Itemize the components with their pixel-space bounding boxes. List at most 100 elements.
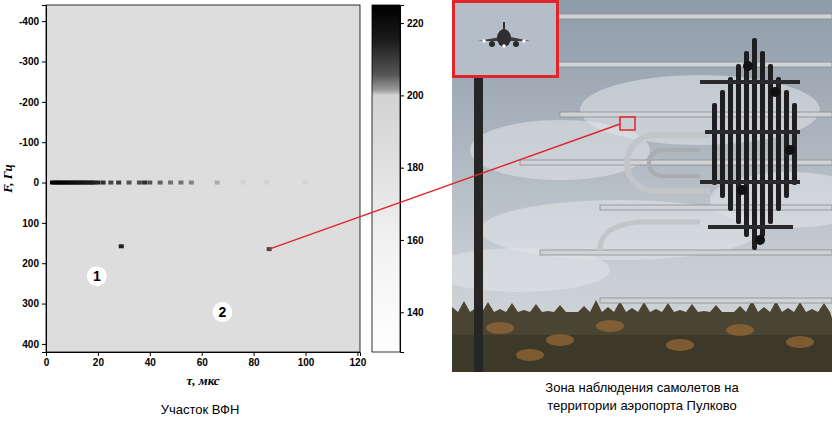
photo-caption: Зона наблюдения самолетов натерритории а… xyxy=(545,380,739,413)
antenna-node xyxy=(737,185,747,195)
antenna-loop xyxy=(627,135,710,191)
foliage xyxy=(726,324,754,336)
map-cell xyxy=(142,181,147,185)
tree-line xyxy=(452,300,832,372)
map-cell xyxy=(101,181,106,185)
map-cell xyxy=(95,181,100,185)
map-background xyxy=(46,5,360,352)
tick-mark xyxy=(400,95,404,96)
tick-mark xyxy=(357,352,358,356)
tick: 100 xyxy=(22,218,46,229)
figure: 020406080100120-400-300-200-100010020030… xyxy=(0,0,832,429)
tick-label: 200 xyxy=(407,90,424,101)
tick-mark xyxy=(42,142,46,143)
map-cell xyxy=(189,181,194,185)
tick: 200 xyxy=(22,258,46,269)
foliage xyxy=(666,339,694,351)
tick: -400 xyxy=(19,16,46,27)
tick: 40 xyxy=(145,352,157,368)
tick-label: 20 xyxy=(93,357,105,368)
antenna-bar xyxy=(560,112,832,117)
y-axis-title: F, Гц xyxy=(0,164,15,194)
map-cell xyxy=(168,181,173,185)
map-cell xyxy=(303,181,308,185)
tick-label: 160 xyxy=(407,235,424,246)
annotation-label: 2 xyxy=(219,304,227,320)
tick-mark xyxy=(306,352,307,356)
photo-caption-line: Зона наблюдения самолетов на xyxy=(545,380,739,395)
tick-mark xyxy=(400,23,404,24)
chart-caption: Участок ВФН xyxy=(161,402,240,417)
map-cell xyxy=(108,181,113,185)
tick-label: 60 xyxy=(197,357,209,368)
tick-label: 40 xyxy=(145,357,157,368)
axis-line xyxy=(47,353,361,357)
antenna-rod xyxy=(792,103,797,185)
tick: 160 xyxy=(400,235,424,246)
tick: -200 xyxy=(19,97,46,108)
map-cell xyxy=(119,244,124,248)
tick: 300 xyxy=(22,298,46,309)
annotation: 2 xyxy=(212,302,232,322)
map-cell xyxy=(264,181,269,185)
antenna-crossbar xyxy=(700,180,800,184)
antenna-rod xyxy=(728,77,733,211)
tick-label: -100 xyxy=(19,137,39,148)
antenna-bar xyxy=(600,298,832,303)
x-axis-title: τ, мкс xyxy=(186,373,219,388)
antenna-rod xyxy=(752,38,757,250)
antenna-rod xyxy=(744,51,749,237)
tick-mark xyxy=(150,352,151,356)
antenna-rod xyxy=(736,64,741,224)
map-cell xyxy=(116,181,121,185)
map-cell xyxy=(147,181,152,185)
axis-line xyxy=(401,6,405,353)
tick-label: 0 xyxy=(44,357,50,368)
leader-line xyxy=(269,124,620,249)
antenna-bar xyxy=(600,205,832,210)
map-cell xyxy=(158,181,163,185)
antenna-loop xyxy=(600,222,700,250)
tick-mark xyxy=(42,223,46,224)
tick-label: 120 xyxy=(350,357,367,368)
map-cell xyxy=(178,181,183,185)
antenna-rod xyxy=(712,103,717,185)
plot-area xyxy=(46,5,360,352)
map-cell xyxy=(215,181,220,185)
tick-mark xyxy=(400,240,404,241)
tick: 100 xyxy=(298,352,315,368)
tick-label: 140 xyxy=(407,307,424,318)
foliage xyxy=(546,334,574,346)
tick-mark xyxy=(42,304,46,305)
annotation-badge xyxy=(212,302,232,322)
antenna-crossbar xyxy=(705,130,800,134)
tick-mark xyxy=(400,312,404,313)
tick-mark xyxy=(400,168,404,169)
annotation-badge xyxy=(87,266,107,286)
tick-label: 180 xyxy=(407,162,424,173)
antenna-rod xyxy=(760,51,765,237)
plane-light xyxy=(522,39,526,43)
axis: 0 20 40 60 80 100 120 xyxy=(44,352,367,368)
tick: 0 xyxy=(33,177,46,188)
tick-mark xyxy=(42,183,46,184)
map-cell xyxy=(241,181,246,185)
antenna-node xyxy=(785,145,795,155)
tick: 400 xyxy=(22,339,46,350)
tick-label: 80 xyxy=(249,357,261,368)
tick-mark xyxy=(42,21,46,22)
plane-engine xyxy=(489,41,495,47)
tick-label: 220 xyxy=(407,18,424,29)
antenna-loop xyxy=(649,150,700,176)
tick-label: 300 xyxy=(22,298,39,309)
photo xyxy=(452,0,832,372)
antenna-node xyxy=(770,87,780,97)
tick: -100 xyxy=(19,137,46,148)
foliage xyxy=(516,349,544,361)
map-cell xyxy=(127,181,132,185)
antenna-node xyxy=(743,61,753,71)
inset xyxy=(454,2,558,77)
tick-label: 0 xyxy=(33,177,39,188)
plane-light xyxy=(502,44,506,48)
tick-label: -400 xyxy=(19,16,39,27)
